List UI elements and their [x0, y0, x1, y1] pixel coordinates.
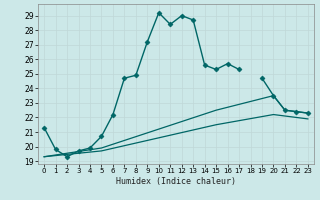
X-axis label: Humidex (Indice chaleur): Humidex (Indice chaleur)	[116, 177, 236, 186]
